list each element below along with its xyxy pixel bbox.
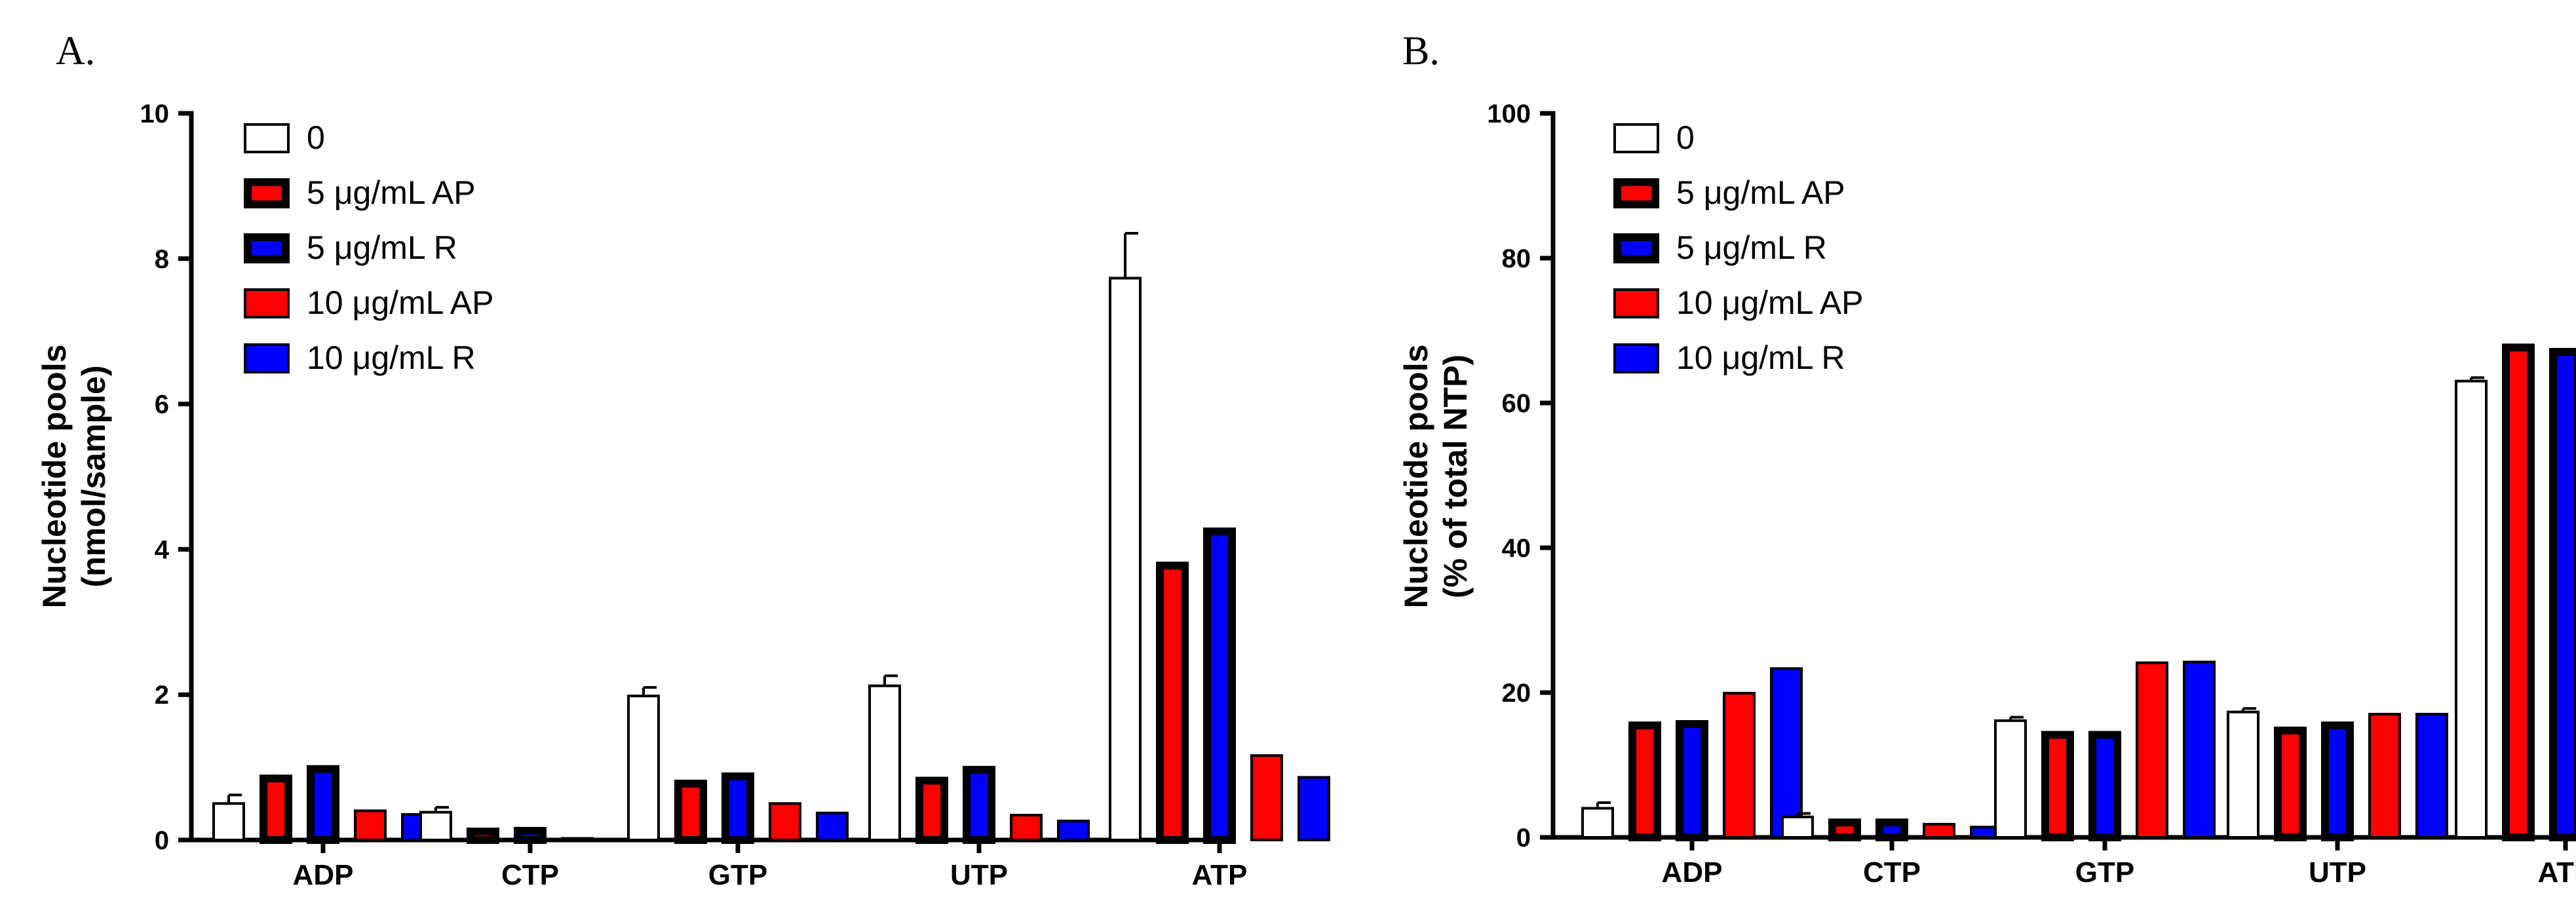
bar-atp-series-2 — [2549, 348, 2576, 841]
y-axis-title-line1: Nucleotide pools — [1398, 345, 1434, 609]
legend-label-0: 0 — [307, 119, 325, 156]
bar-utp-series-1 — [2274, 726, 2307, 842]
chart-panel-0: A. 0 2 4 6 8 10 Nucleotide pools (nmol/sample) AD… — [36, 29, 1330, 891]
y-tick-label: 60 — [1502, 389, 1531, 418]
bar-utp-series-4 — [2415, 712, 2448, 839]
legend-label-0: 0 — [1676, 119, 1695, 156]
bar-gtp-series-3 — [2136, 661, 2168, 839]
y-tick-label: 0 — [1516, 824, 1531, 852]
x-tick-label-adp: ADP — [1662, 856, 1723, 888]
bar-utp-series-2 — [963, 765, 995, 844]
legend-swatch-1 — [1613, 178, 1659, 208]
bar-gtp-series-4 — [2183, 660, 2216, 839]
legend-swatch-2 — [1613, 233, 1659, 263]
bar-adp-series-3 — [354, 809, 387, 841]
bar-utp-series-3 — [1010, 814, 1043, 842]
bar-ctp-series-3 — [1923, 822, 1955, 839]
bar-adp-series-1 — [1628, 721, 1661, 841]
bar-atp-series-2 — [1203, 527, 1236, 844]
legend-label-1: 5 μg/mL AP — [307, 174, 476, 211]
legend-swatch-3 — [1613, 288, 1659, 318]
legend-label-4: 10 μg/mL R — [1676, 339, 1845, 376]
x-tick-label-ctp: CTP — [1863, 856, 1921, 888]
legend-swatch-0 — [244, 123, 290, 153]
x-tick-label-atp: ATP — [2538, 856, 2576, 888]
bar-adp-series-0 — [1581, 807, 1614, 839]
bar-utp-series-0 — [868, 684, 901, 841]
bar-atp-series-1 — [1156, 562, 1189, 844]
bar-gtp-series-0 — [627, 695, 660, 841]
x-tick-label-gtp: GTP — [708, 859, 767, 891]
y-axis-title-line1: Nucleotide pools — [36, 345, 73, 609]
bar-utp-series-0 — [2227, 710, 2259, 839]
y-tick-label: 100 — [1487, 100, 1531, 128]
bar-atp-series-0 — [2455, 379, 2488, 839]
y-tick-label: 40 — [1502, 534, 1531, 563]
y-axis-title-line2: (% of total NTP) — [1437, 354, 1474, 598]
legend-label-4: 10 μg/mL R — [307, 339, 476, 376]
panel-label: A. — [56, 29, 95, 73]
bar-atp-series-4 — [1298, 776, 1330, 841]
bar-gtp-series-1 — [674, 779, 707, 844]
legend-label-2: 5 μg/mL R — [307, 229, 457, 266]
y-tick-label: 20 — [1502, 679, 1531, 708]
x-tick-label-ctp: CTP — [501, 859, 559, 891]
bar-utp-series-2 — [2321, 721, 2354, 841]
y-axis-title-line2: (nmol/sample) — [75, 366, 112, 588]
bar-atp-series-0 — [1109, 277, 1142, 841]
y-tick-label: 10 — [140, 100, 170, 128]
bar-gtp-series-3 — [769, 802, 801, 842]
legend-label-1: 5 μg/mL AP — [1676, 174, 1845, 211]
bar-ctp-series-2 — [514, 827, 547, 844]
y-tick-label: 80 — [1502, 244, 1531, 273]
bar-adp-series-2 — [307, 765, 339, 844]
bar-ctp-series-3 — [561, 837, 594, 841]
x-tick-label-utp: UTP — [950, 859, 1008, 891]
legend-swatch-0 — [1613, 123, 1659, 153]
bar-gtp-series-1 — [2041, 731, 2074, 841]
bar-utp-series-3 — [2368, 712, 2401, 839]
y-tick-label: 4 — [155, 535, 170, 564]
bar-gtp-series-4 — [816, 811, 849, 842]
legend-label-3: 10 μg/mL AP — [307, 284, 493, 321]
legend-swatch-1 — [244, 178, 290, 208]
x-tick-label-adp: ADP — [293, 859, 354, 891]
bar-atp-series-1 — [2502, 343, 2535, 841]
x-tick-label-atp: ATP — [1192, 859, 1248, 891]
legend-swatch-2 — [244, 233, 290, 263]
legend-swatch-4 — [244, 343, 290, 373]
bar-ctp-series-0 — [419, 811, 452, 842]
y-tick-label: 6 — [155, 391, 169, 419]
x-tick-label-gtp: GTP — [2075, 856, 2134, 888]
bar-ctp-series-0 — [1781, 815, 1814, 839]
bar-adp-series-4 — [1770, 667, 1803, 839]
bar-adp-series-3 — [1723, 691, 1756, 839]
bar-gtp-series-2 — [2088, 731, 2121, 841]
legend-swatch-4 — [1613, 343, 1659, 373]
legend-swatch-3 — [244, 288, 290, 318]
bar-atp-series-3 — [1250, 754, 1283, 841]
bar-utp-series-4 — [1057, 819, 1090, 841]
y-tick-label: 0 — [155, 826, 169, 855]
chart-panel-1: B. 0 20 40 60 80 100 Nucleotide pools (% of tota… — [1398, 29, 2576, 888]
bar-gtp-series-2 — [721, 772, 754, 845]
bar-gtp-series-0 — [1994, 719, 2027, 839]
bar-utp-series-1 — [915, 776, 948, 844]
panel-label: B. — [1402, 29, 1440, 73]
bar-ctp-series-1 — [1828, 818, 1861, 842]
y-tick-label: 8 — [155, 245, 169, 274]
bar-ctp-series-1 — [467, 828, 499, 844]
legend-label-2: 5 μg/mL R — [1676, 229, 1827, 266]
bar-adp-series-1 — [260, 774, 292, 844]
bar-adp-series-2 — [1676, 719, 1708, 841]
x-tick-label-utp: UTP — [2309, 856, 2366, 888]
bar-adp-series-0 — [212, 802, 245, 842]
legend-label-3: 10 μg/mL AP — [1676, 284, 1863, 321]
y-tick-label: 2 — [155, 681, 169, 710]
bar-ctp-series-2 — [1875, 818, 1908, 842]
